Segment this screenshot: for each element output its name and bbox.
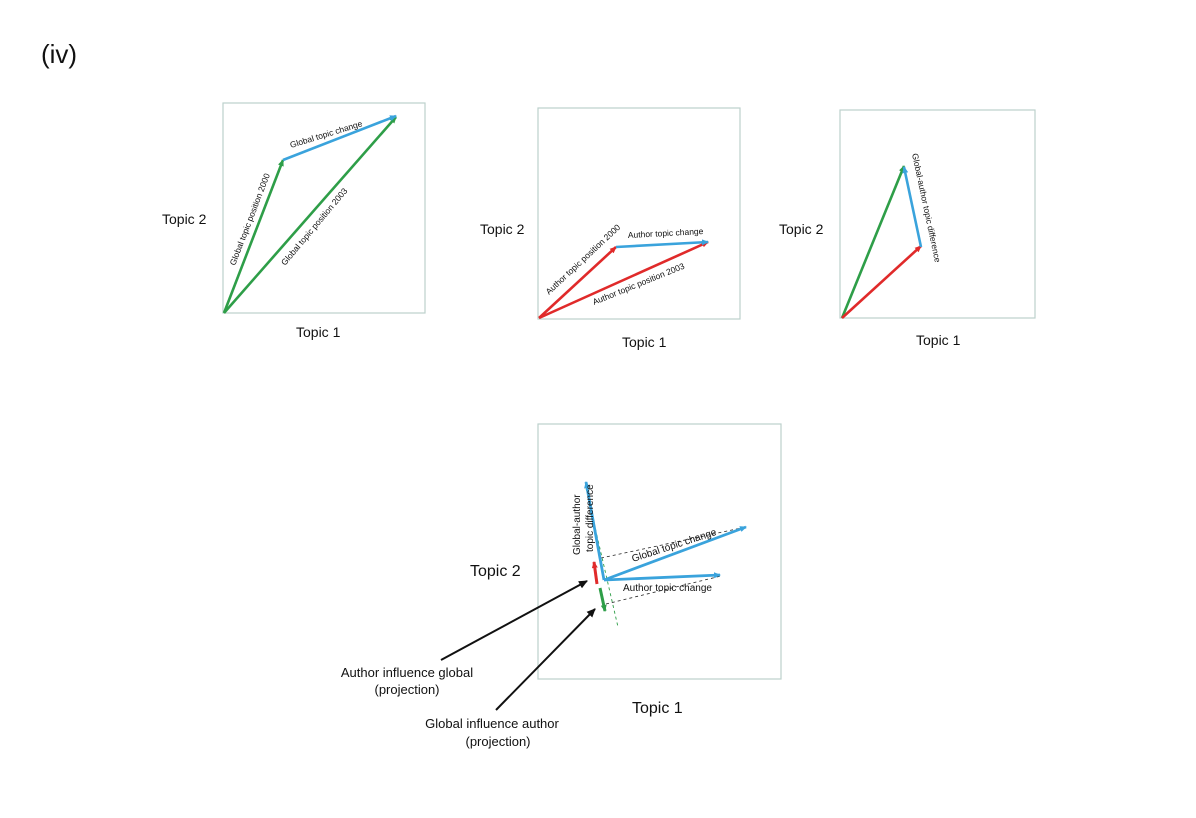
projection-guide-lower <box>605 575 722 605</box>
panel-author-topic: Author topic change Author topic positio… <box>480 107 741 350</box>
global-influence-author-sublabel: (projection) <box>465 734 530 749</box>
author-topic-change-label: Author topic change <box>628 226 704 240</box>
panel3-y-axis-label: Topic 2 <box>779 221 824 237</box>
panel1-frame <box>222 102 426 314</box>
panel3-x-axis-label: Topic 1 <box>916 332 961 348</box>
panel2-x-axis-label: Topic 1 <box>622 334 667 350</box>
figure-label: (iv) <box>41 39 77 69</box>
author-influence-projection-arrow <box>591 561 599 585</box>
global-influence-pointer <box>495 608 596 711</box>
author-topic-change-label: Author topic change <box>623 583 712 594</box>
global-author-difference-label-line2: topic difference <box>585 484 596 552</box>
global-author-difference-label-line1: Global-author <box>572 494 583 555</box>
global-influence-author-label: Global influence author <box>425 716 559 731</box>
panel4-x-axis-label: Topic 1 <box>632 700 683 717</box>
projection-guide-upper <box>600 526 747 559</box>
global-position-2000-arrow <box>222 159 285 314</box>
author-topic-change-arrow <box>615 239 709 249</box>
global-author-difference-arrow <box>584 481 606 581</box>
global-topic-change-arrow <box>603 525 747 582</box>
panel1-y-axis-label: Topic 2 <box>162 211 207 227</box>
author-position-2003-arrow <box>538 240 709 320</box>
author-position-2000-arrow <box>538 246 617 319</box>
author-influence-global-sublabel: (projection) <box>374 682 439 697</box>
author-topic-change-arrow <box>603 572 721 582</box>
global-position-2003-arrow <box>223 116 397 314</box>
panel2-y-axis-label: Topic 2 <box>480 221 525 237</box>
panel4-y-axis-label: Topic 2 <box>470 563 521 580</box>
global-influence-projection-arrow <box>598 587 607 612</box>
global-position-arrow <box>840 165 906 319</box>
panel1-x-axis-label: Topic 1 <box>296 324 341 340</box>
panel-projection: Global-author topic difference Global to… <box>470 423 782 717</box>
author-influence-global-label: Author influence global <box>341 665 473 680</box>
panel3-frame <box>839 109 1036 319</box>
panel-global-topic: Global topic change Global topic positio… <box>162 102 426 340</box>
panel4-frame <box>537 423 782 680</box>
global-author-difference-arrow <box>902 166 923 248</box>
panel-global-author-difference: Global-author topic difference Topic 2 T… <box>779 109 1036 348</box>
author-influence-pointer <box>440 580 588 661</box>
panel2-frame <box>537 107 741 320</box>
author-position-arrow <box>841 245 922 319</box>
global-topic-change-arrow <box>282 114 397 162</box>
callouts: Author influence global (projection) Glo… <box>341 580 596 749</box>
